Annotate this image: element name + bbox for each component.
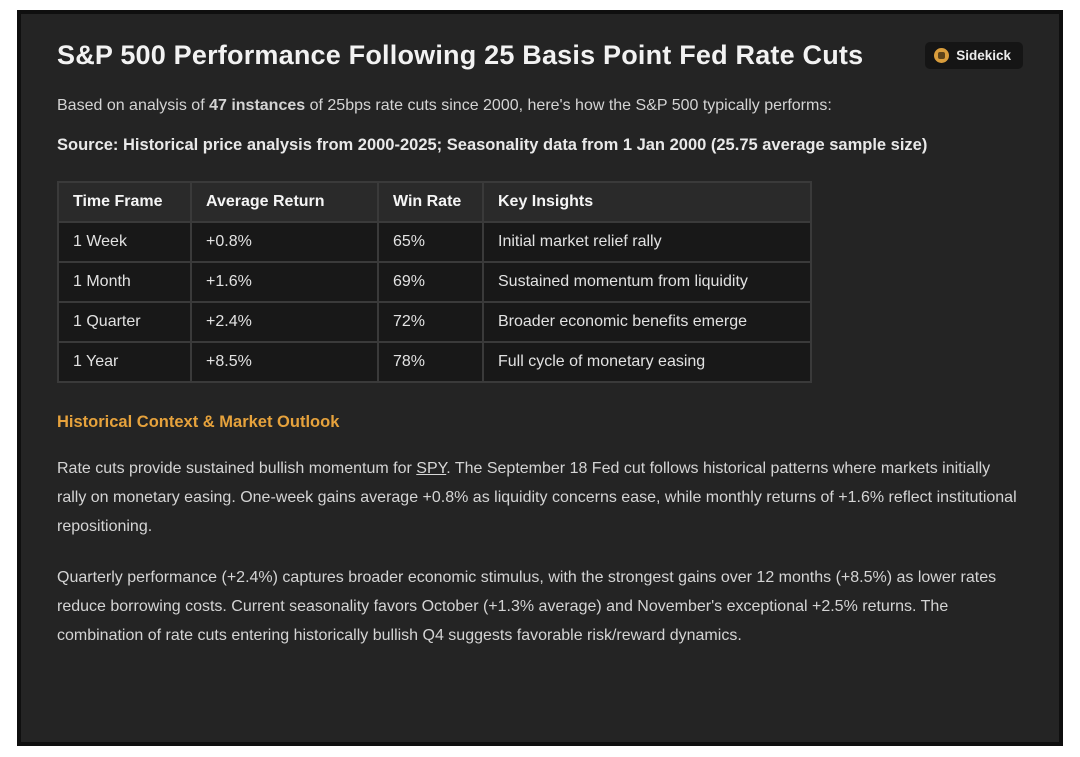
cell-time-frame: 1 Quarter (57, 301, 192, 343)
cell-win-rate: 69% (377, 261, 484, 303)
outlook-paragraph-1: Rate cuts provide sustained bullish mome… (57, 454, 1023, 541)
outlook-paragraph-2: Quarterly performance (+2.4%) captures b… (57, 569, 997, 644)
intro-text-emphasis: 47 instances (209, 97, 306, 114)
cell-win-rate: 72% (377, 301, 484, 343)
cell-key-insight: Sustained momentum from liquidity (482, 261, 812, 303)
table-row: 1 Year +8.5% 78% Full cycle of monetary … (57, 341, 812, 383)
table-row: 1 Month +1.6% 69% Sustained momentum fro… (57, 261, 812, 303)
cell-win-rate: 78% (377, 341, 484, 383)
cell-average-return: +1.6% (190, 261, 379, 303)
intro-text-part1: Based on analysis of (57, 97, 210, 114)
page-title: S&P 500 Performance Following 25 Basis P… (57, 40, 864, 70)
table-row: 1 Quarter +2.4% 72% Broader economic ben… (57, 301, 812, 343)
cell-key-insight: Full cycle of monetary easing (482, 341, 812, 383)
outlook-paragraph-1-part1: Rate cuts provide sustained bullish mome… (57, 460, 417, 477)
column-header-key-insights: Key Insights (482, 181, 812, 223)
source-note: Source: Historical price analysis from 2… (57, 136, 928, 154)
cell-win-rate: 65% (377, 221, 484, 263)
section-heading-outlook: Historical Context & Market Outlook (57, 413, 340, 431)
analysis-panel: S&P 500 Performance Following 25 Basis P… (17, 10, 1063, 746)
sidekick-logo-icon (934, 48, 950, 63)
cell-time-frame: 1 Month (57, 261, 192, 303)
sidekick-badge-label: Sidekick (956, 48, 1011, 63)
outlook-paragraph-1-part2: . The September 18 Fed cut follows histo… (57, 460, 1017, 535)
column-header-time-frame: Time Frame (57, 181, 192, 223)
column-header-win-rate: Win Rate (377, 181, 484, 223)
cell-average-return: +2.4% (190, 301, 379, 343)
cell-average-return: +0.8% (190, 221, 379, 263)
intro-text-part2: of 25bps rate cuts since 2000, here's ho… (305, 97, 832, 114)
table-row: 1 Week +0.8% 65% Initial market relief r… (57, 221, 812, 263)
performance-table: Time Frame Average Return Win Rate Key I… (57, 181, 812, 383)
cell-time-frame: 1 Week (57, 221, 192, 263)
cell-average-return: +8.5% (190, 341, 379, 383)
cell-key-insight: Initial market relief rally (482, 221, 812, 263)
panel-header: S&P 500 Performance Following 25 Basis P… (57, 40, 1023, 71)
sidekick-badge[interactable]: Sidekick (925, 42, 1023, 69)
cell-time-frame: 1 Year (57, 341, 192, 383)
cell-key-insight: Broader economic benefits emerge (482, 301, 812, 343)
spy-ticker-link[interactable]: SPY (416, 460, 447, 477)
intro-text: Based on analysis of 47 instances of 25b… (57, 97, 1023, 115)
table-header-row: Time Frame Average Return Win Rate Key I… (57, 181, 812, 223)
column-header-average-return: Average Return (190, 181, 379, 223)
